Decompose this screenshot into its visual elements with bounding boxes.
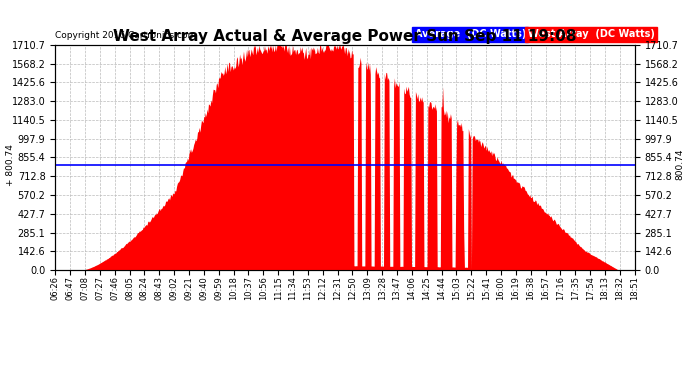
Text: 800.74: 800.74	[676, 149, 684, 180]
Text: Copyright 2016 Cartronics.com: Copyright 2016 Cartronics.com	[55, 32, 197, 40]
Text: West Array  (DC Watts): West Array (DC Watts)	[528, 29, 654, 39]
Text: + 800.74: + 800.74	[6, 144, 14, 186]
Title: West Array Actual & Average Power Sun Sep 11 19:08: West Array Actual & Average Power Sun Se…	[113, 29, 577, 44]
Text: Average  (DC Watts): Average (DC Watts)	[415, 29, 526, 39]
